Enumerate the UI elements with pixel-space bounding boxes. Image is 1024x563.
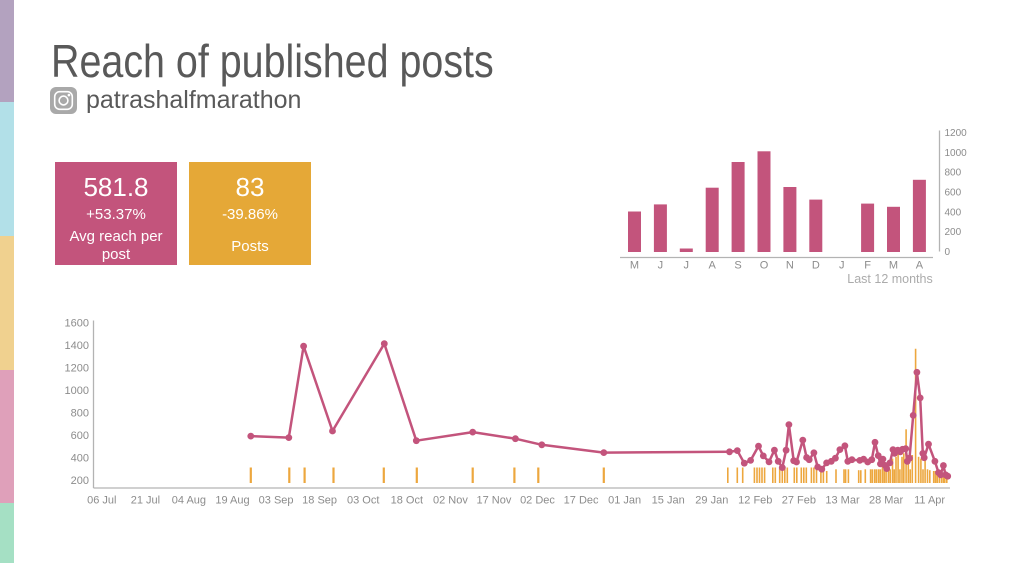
svg-text:J: J <box>684 260 690 272</box>
svg-text:17 Dec: 17 Dec <box>564 495 599 507</box>
svg-text:18 Sep: 18 Sep <box>302 495 337 507</box>
svg-text:M: M <box>889 260 898 272</box>
svg-text:06 Jul: 06 Jul <box>87 495 116 507</box>
svg-text:15 Jan: 15 Jan <box>652 495 685 507</box>
svg-text:A: A <box>916 260 924 272</box>
svg-text:19 Aug: 19 Aug <box>215 495 249 507</box>
svg-text:D: D <box>812 260 820 272</box>
svg-text:A: A <box>709 260 717 272</box>
svg-text:600: 600 <box>71 430 89 442</box>
svg-text:02 Dec: 02 Dec <box>520 495 555 507</box>
svg-text:200: 200 <box>71 475 89 487</box>
svg-text:04 Aug: 04 Aug <box>172 495 206 507</box>
svg-text:N: N <box>786 260 794 272</box>
svg-text:1200: 1200 <box>65 362 89 374</box>
svg-text:02 Nov: 02 Nov <box>433 495 468 507</box>
svg-text:J: J <box>658 260 664 272</box>
svg-text:12 Feb: 12 Feb <box>738 495 772 507</box>
svg-text:1000: 1000 <box>65 385 89 397</box>
svg-text:27 Feb: 27 Feb <box>782 495 816 507</box>
svg-text:18 Oct: 18 Oct <box>391 495 423 507</box>
svg-text:800: 800 <box>945 168 962 179</box>
svg-text:1600: 1600 <box>65 317 89 329</box>
svg-text:11 Apr: 11 Apr <box>914 495 945 507</box>
svg-text:21 Jul: 21 Jul <box>131 495 160 507</box>
svg-text:1000: 1000 <box>945 148 968 159</box>
svg-text:400: 400 <box>945 207 962 218</box>
svg-text:28 Mar: 28 Mar <box>869 495 904 507</box>
svg-text:600: 600 <box>945 188 962 199</box>
svg-text:O: O <box>760 260 769 272</box>
svg-text:M: M <box>630 260 639 272</box>
svg-text:F: F <box>864 260 871 272</box>
svg-text:1200: 1200 <box>945 128 968 139</box>
svg-text:13 Mar: 13 Mar <box>825 495 860 507</box>
svg-text:J: J <box>839 260 845 272</box>
svg-text:200: 200 <box>945 227 962 238</box>
svg-text:800: 800 <box>71 407 89 419</box>
svg-text:0: 0 <box>945 247 951 258</box>
svg-text:03 Sep: 03 Sep <box>259 495 294 507</box>
svg-text:400: 400 <box>71 452 89 464</box>
svg-text:01 Jan: 01 Jan <box>608 495 641 507</box>
svg-text:17 Nov: 17 Nov <box>476 495 511 507</box>
svg-text:03 Oct: 03 Oct <box>347 495 379 507</box>
svg-text:29 Jan: 29 Jan <box>695 495 728 507</box>
svg-text:1400: 1400 <box>65 340 89 352</box>
svg-text:Last 12 months: Last 12 months <box>847 272 932 286</box>
svg-text:S: S <box>734 260 741 272</box>
